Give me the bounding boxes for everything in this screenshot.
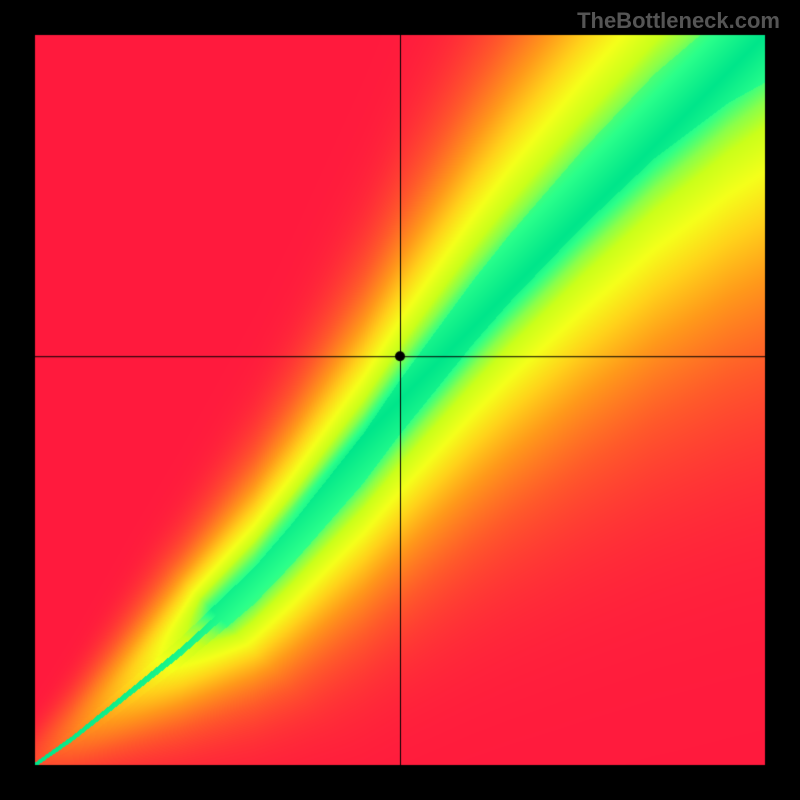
watermark-text: TheBottleneck.com <box>577 8 780 34</box>
chart-container: TheBottleneck.com <box>0 0 800 800</box>
bottleneck-heatmap <box>0 0 800 800</box>
